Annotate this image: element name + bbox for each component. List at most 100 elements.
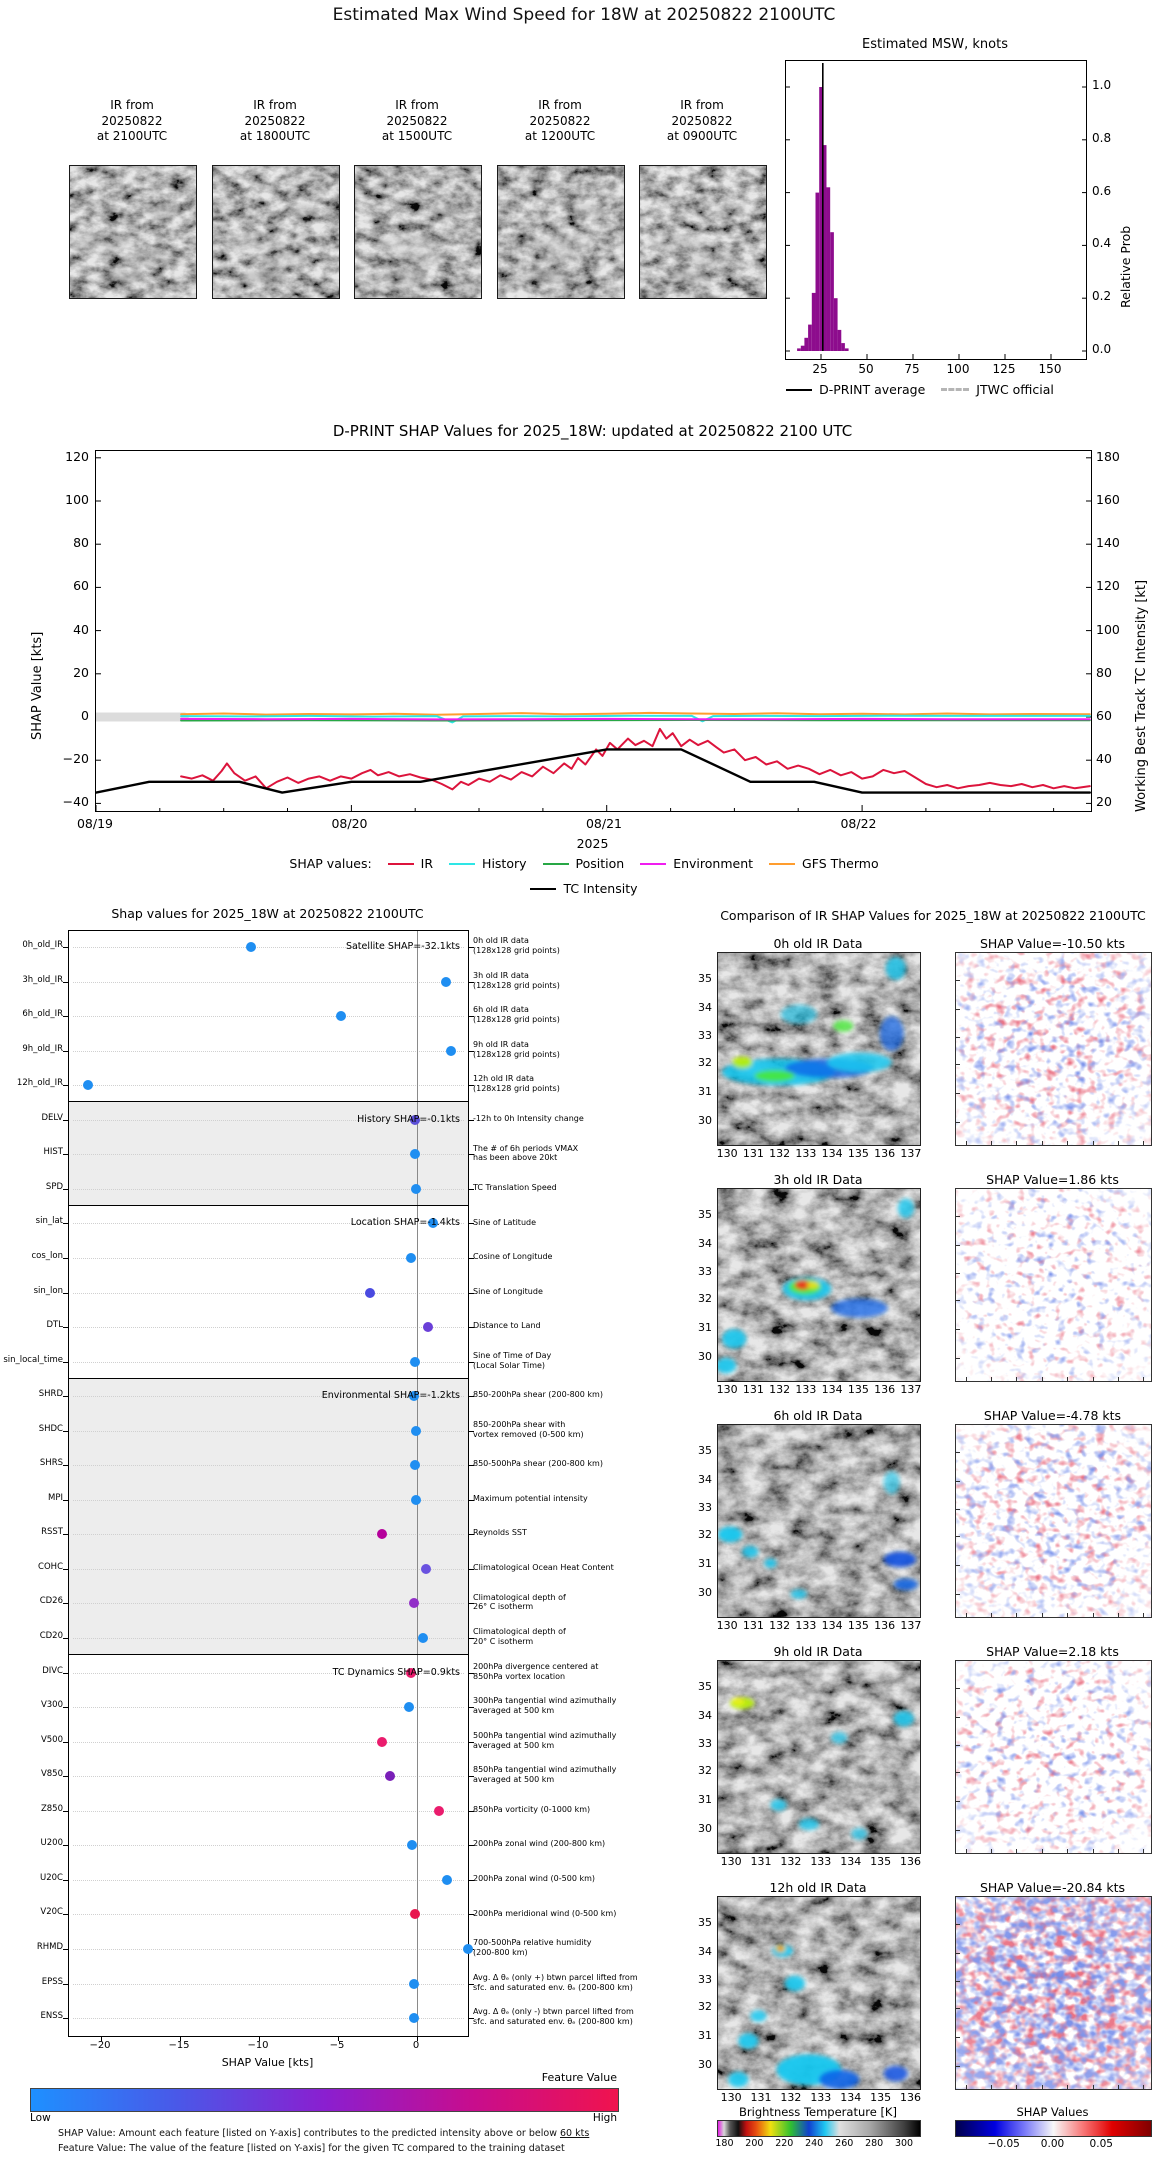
right-tick bbox=[468, 1534, 474, 1536]
shap-map-tick bbox=[1016, 2085, 1018, 2089]
legend-item-position: Position bbox=[542, 856, 625, 871]
legend-label: History bbox=[482, 856, 527, 871]
lon-tick: 132 bbox=[780, 1855, 802, 1868]
lat-tick: 34 bbox=[698, 1708, 712, 1722]
ir-panel-title-0: 0h old IR Data bbox=[773, 936, 863, 951]
feature-desc-6h_old_IR: 6h old IR data (128x128 grid points) bbox=[473, 1005, 560, 1025]
row-gridline bbox=[73, 1292, 464, 1294]
lat-tick: 33 bbox=[698, 1973, 712, 1987]
left-tick bbox=[63, 1016, 69, 1018]
lat-tick: 30 bbox=[698, 1113, 712, 1127]
feature-dot-DELV bbox=[410, 1114, 421, 1125]
histogram-plot-area bbox=[785, 60, 1087, 360]
lat-tick: 31 bbox=[698, 1085, 712, 1099]
feature-dot-6h_old_IR bbox=[336, 1011, 347, 1022]
shap-map-tick bbox=[1067, 1849, 1069, 1853]
feature-dot-SPD bbox=[411, 1183, 422, 1194]
feature-label-6h_old_IR: 6h_old_IR bbox=[22, 1009, 63, 1020]
lon-tick: 130 bbox=[716, 1383, 738, 1396]
feature-label-0h_old_IR: 0h_old_IR bbox=[22, 940, 63, 950]
histogram-ytick: 0.4 bbox=[1092, 236, 1112, 251]
histogram-xtick: 125 bbox=[992, 362, 1016, 376]
feature-plot-xtick: −10 bbox=[247, 2040, 269, 2051]
shap-map-tick bbox=[1016, 1849, 1018, 1853]
feature-plot-title: Shap values for 2025_18W at 20250822 210… bbox=[111, 906, 424, 921]
legend-label: IR bbox=[420, 856, 434, 871]
image-texture bbox=[718, 1897, 920, 2089]
feature-label-sin_lat: sin_lat bbox=[35, 1216, 63, 1227]
shap-map-tick bbox=[1143, 1377, 1145, 1381]
right-tick bbox=[468, 1776, 474, 1778]
feature-dot-cos_lon bbox=[405, 1252, 416, 1263]
lat-tick: 32 bbox=[698, 1528, 712, 1542]
left-tick bbox=[63, 1707, 69, 1709]
feature-desc-Z850: 850hPa vorticity (0-1000 km) bbox=[473, 1804, 591, 1814]
feature-plot-xlabel: SHAP Value [kts] bbox=[221, 2056, 314, 2069]
feature-label-3h_old_IR: 3h_old_IR bbox=[22, 974, 63, 985]
lon-tick: 133 bbox=[795, 1147, 817, 1160]
footnote1-text: SHAP Value: Amount each feature [listed … bbox=[58, 2128, 560, 2139]
row-gridline bbox=[73, 1223, 464, 1225]
left-tick bbox=[63, 1603, 69, 1605]
bt-colorbar-title: Brightness Temperature [K] bbox=[739, 2105, 897, 2119]
ir-panel-title-4: 12h old IR Data bbox=[769, 1880, 867, 1895]
lat-tick: 32 bbox=[698, 1292, 712, 1306]
shap-map-tick bbox=[956, 1801, 960, 1803]
feature-colorbar-low: Low bbox=[30, 2112, 51, 2124]
lon-tick: 131 bbox=[750, 2091, 772, 2104]
lon-tick: 130 bbox=[720, 2091, 742, 2104]
left-tick bbox=[63, 1327, 69, 1329]
feature-dot-V300 bbox=[404, 1702, 415, 1713]
feature-label-CD26: CD26 bbox=[39, 1596, 63, 1607]
legend-label: GFS Thermo bbox=[802, 856, 879, 871]
bt-colorbar-tick: 260 bbox=[835, 2138, 854, 2149]
timeseries-xtick: 08/19 bbox=[76, 816, 114, 831]
feature-label-SHRS: SHRS bbox=[39, 1458, 63, 1469]
feature-desc-cos_lon: Cosine of Longitude bbox=[473, 1252, 553, 1262]
feature-desc-SHRS: 850-500hPa shear (200-800 km) bbox=[473, 1459, 603, 1469]
left-tick bbox=[63, 1672, 69, 1674]
lon-tick: 136 bbox=[900, 1855, 922, 1868]
image-texture bbox=[355, 166, 481, 298]
feature-desc-0h_old_IR: 0h old IR data (128x128 grid points) bbox=[473, 936, 560, 955]
row-gridline bbox=[73, 1638, 464, 1639]
shap-map-tick bbox=[956, 1745, 960, 1747]
legend-item-dprint-average: D-PRINT average bbox=[786, 382, 925, 397]
legend-label: Position bbox=[575, 856, 625, 871]
shap-colorbar-tick: −0.05 bbox=[987, 2138, 1020, 2150]
bt-colorbar-tick: 220 bbox=[775, 2138, 794, 2149]
lon-tick: 136 bbox=[874, 1383, 896, 1396]
section-divider bbox=[69, 1654, 468, 1656]
shap-map-tick bbox=[1092, 1377, 1094, 1381]
shap-map-tick bbox=[956, 1273, 960, 1275]
feature-dot-SHDC bbox=[411, 1425, 422, 1436]
shap-panel-title-1: SHAP Value=1.86 kts bbox=[986, 1172, 1119, 1187]
timeseries-ytick-left: 20 bbox=[73, 664, 89, 680]
right-tick bbox=[468, 1396, 474, 1398]
row-gridline bbox=[73, 1499, 464, 1501]
feature-colorbar-high: High bbox=[592, 2112, 617, 2124]
left-tick bbox=[63, 2018, 69, 2020]
right-tick bbox=[468, 1810, 474, 1812]
left-tick bbox=[63, 1948, 69, 1950]
feature-value-colorbar bbox=[30, 2088, 619, 2112]
feature-desc-U20C: 200hPa zonal wind (0-500 km) bbox=[473, 1873, 595, 1883]
lon-tick: 132 bbox=[769, 1147, 791, 1160]
feature-label-12h_old_IR: 12h_old_IR bbox=[16, 1078, 63, 1089]
shap-panel-title-3: SHAP Value=2.18 kts bbox=[986, 1644, 1119, 1659]
lat-tick: 34 bbox=[698, 1236, 712, 1250]
feature-dot-V850 bbox=[385, 1771, 396, 1782]
shap-map-tick bbox=[956, 2065, 960, 2067]
row-gridline bbox=[73, 1845, 464, 1847]
histogram-ytick: 0.0 bbox=[1092, 342, 1112, 356]
right-tick bbox=[468, 1568, 474, 1570]
shap-map-tick bbox=[1067, 1141, 1069, 1145]
shap-map-tick bbox=[956, 1093, 960, 1095]
shap-map-tick bbox=[956, 2008, 960, 2010]
x-tick-mark bbox=[417, 2036, 418, 2041]
shap-map-tick bbox=[956, 1829, 960, 1831]
ir-panel-title-3: 9h old IR Data bbox=[773, 1644, 863, 1659]
lon-tick: 133 bbox=[810, 2091, 832, 2104]
image-texture bbox=[786, 61, 1086, 359]
shap-map-tick bbox=[1067, 1613, 1069, 1617]
